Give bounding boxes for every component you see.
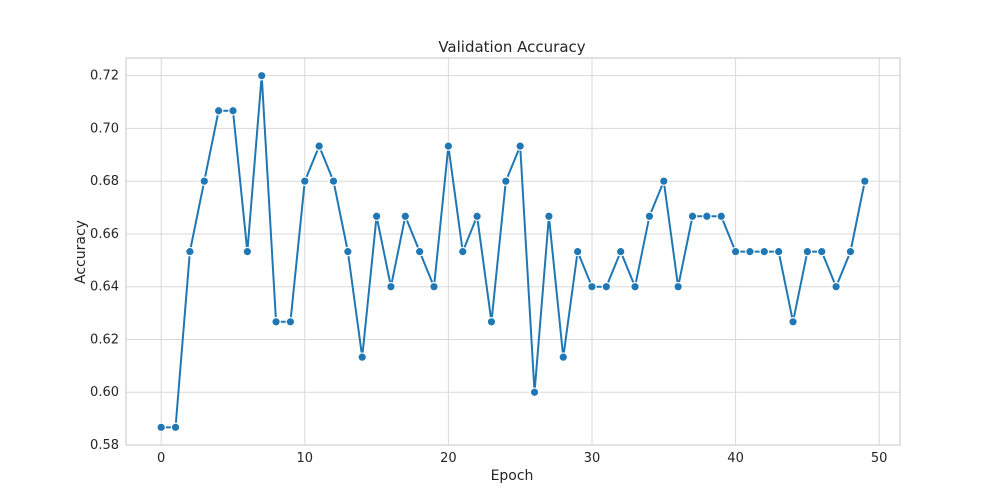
data-point <box>343 246 353 257</box>
data-point <box>156 422 166 433</box>
x-tick-label: 20 <box>440 451 457 466</box>
data-point <box>170 422 181 433</box>
data-point <box>328 176 339 186</box>
data-point <box>658 176 669 186</box>
data-point <box>759 246 770 257</box>
data-point <box>615 246 626 257</box>
y-axis-label: Accuracy <box>73 220 89 284</box>
data-point <box>802 246 813 257</box>
x-tick-label: 50 <box>871 451 888 466</box>
data-point <box>831 281 841 292</box>
grid-layer <box>126 58 900 446</box>
y-tick-label: 0.62 <box>90 332 119 347</box>
data-point <box>386 281 396 292</box>
data-point <box>199 176 210 186</box>
data-point <box>816 246 827 257</box>
x-tick-label: 10 <box>297 451 314 466</box>
x-tick-label: 0 <box>157 451 165 466</box>
data-point <box>860 176 870 186</box>
data-point <box>185 246 195 257</box>
data-point <box>472 211 482 222</box>
data-point <box>457 246 468 257</box>
data-point <box>486 317 497 327</box>
data-point <box>716 211 727 222</box>
data-point <box>601 281 612 292</box>
y-tick-label: 0.68 <box>90 174 119 189</box>
data-point <box>572 246 583 257</box>
data-point <box>687 211 698 222</box>
points-layer <box>156 70 870 433</box>
x-tick-label: 30 <box>584 451 601 466</box>
y-tick-label: 0.60 <box>90 385 119 400</box>
data-point <box>414 246 425 257</box>
data-point <box>630 281 640 292</box>
data-point <box>529 387 540 398</box>
y-tick-label: 0.70 <box>90 121 119 136</box>
data-point <box>371 211 382 222</box>
tick-layer: 0 10 20 30 40 50 0.58 0.60 0.62 0.64 0.66 0.68 0.70 0… <box>90 69 887 466</box>
data-point <box>845 246 856 257</box>
data-point <box>673 281 683 292</box>
plot-frame-layer <box>125 57 901 446</box>
data-point <box>558 352 569 362</box>
data-point <box>745 246 755 257</box>
data-point <box>702 211 712 222</box>
y-tick-label: 0.58 <box>90 438 119 453</box>
y-tick-label: 0.66 <box>90 227 119 242</box>
data-point <box>788 317 798 327</box>
data-point <box>285 317 296 327</box>
y-tick-label: 0.72 <box>90 69 119 84</box>
data-point <box>515 141 525 151</box>
data-point <box>213 105 224 116</box>
x-axis-label: Epoch <box>491 468 534 484</box>
data-point <box>314 141 324 151</box>
x-tick-label: 40 <box>727 451 744 466</box>
chart-title: Validation Accuracy <box>438 38 585 56</box>
data-point <box>400 211 411 222</box>
data-point <box>773 246 784 257</box>
data-point <box>544 211 554 222</box>
plot-frame <box>125 57 901 446</box>
data-point <box>429 281 439 292</box>
data-point <box>587 281 597 292</box>
data-point <box>357 352 368 362</box>
y-tick-label: 0.64 <box>90 280 119 295</box>
data-point <box>299 176 310 186</box>
data-point <box>644 211 655 222</box>
data-point <box>730 246 741 257</box>
data-point <box>256 70 267 81</box>
data-point <box>228 105 238 116</box>
data-point <box>443 141 454 151</box>
data-point <box>501 176 511 186</box>
data-point <box>242 246 253 257</box>
data-point <box>271 317 281 327</box>
